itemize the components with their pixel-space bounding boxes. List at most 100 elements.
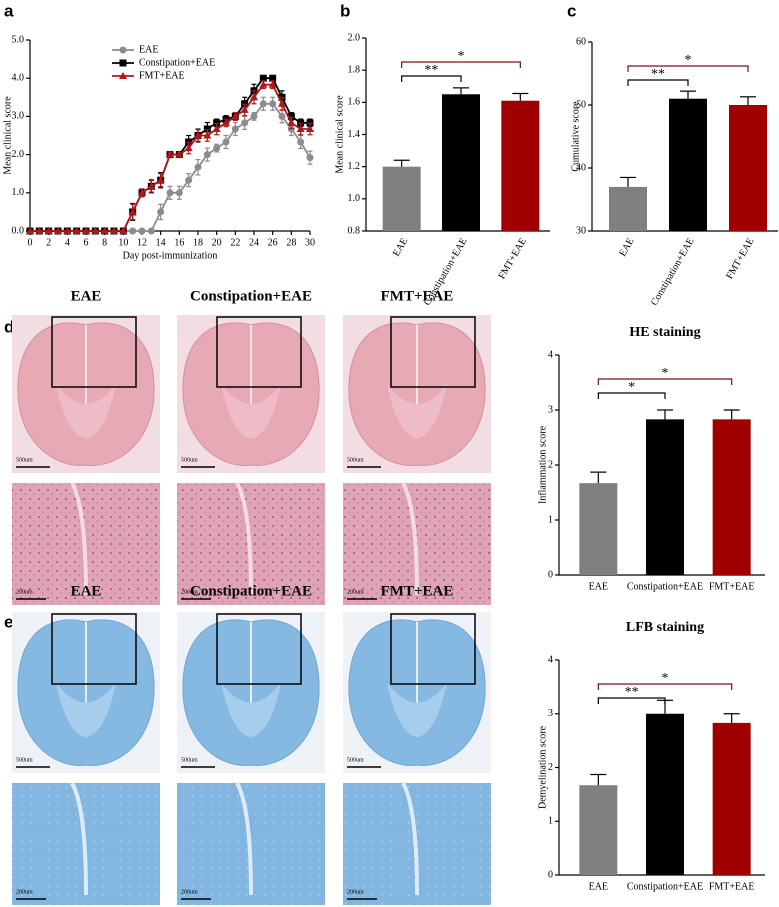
legend-label: EAE (139, 44, 158, 55)
y-tick-label: 0.8 (348, 225, 361, 236)
point (250, 112, 258, 120)
y-axis-label: Mean clinical score (2, 96, 13, 175)
error-bar (740, 96, 756, 105)
y-tick-label: 1.8 (348, 64, 361, 75)
column-header: Constipation+EAE (190, 288, 312, 304)
error-bar (453, 87, 469, 95)
y-tick-label: 1 (548, 816, 553, 827)
point (166, 189, 174, 197)
y-tick-label: 1.0 (12, 187, 25, 198)
bar (669, 98, 707, 231)
scale-label: 500um (347, 757, 364, 763)
point (175, 189, 183, 197)
point (250, 93, 258, 101)
bar (501, 100, 540, 231)
point (157, 208, 165, 216)
error-bar (620, 176, 636, 187)
chart-title: HE staining (629, 325, 700, 340)
point (26, 227, 34, 234)
y-tick-label: 1.0 (348, 193, 361, 204)
chart-title: LFB staining (626, 620, 704, 635)
point (185, 176, 193, 184)
grey-matter (221, 682, 281, 738)
x-tick-label: 16 (174, 237, 184, 248)
bar (729, 105, 767, 231)
x-tick-label: 10 (118, 237, 128, 248)
panel-letter: a (4, 1, 14, 20)
x-tick-label: 12 (137, 237, 147, 248)
x-tick-label: EAE (391, 236, 410, 258)
point (213, 144, 221, 152)
x-tick-label: 22 (230, 237, 240, 248)
point (269, 74, 277, 82)
point (222, 118, 230, 126)
point (147, 182, 156, 190)
x-tick-label: FMT+EAE (709, 581, 755, 592)
scale-label: 500um (181, 757, 198, 763)
point (278, 99, 286, 107)
x-tick-label: 14 (156, 237, 166, 248)
point (184, 144, 193, 152)
point (156, 176, 165, 184)
y-axis-label: Cumulative score (570, 101, 581, 172)
significance-label: * (662, 671, 669, 686)
x-axis-label: Day post-immunization (123, 250, 218, 261)
column-header: EAE (71, 288, 102, 304)
bar (712, 722, 751, 875)
y-tick-label: 0 (548, 569, 553, 580)
column-header: FMT+EAE (381, 288, 454, 304)
y-tick-label: 0.0 (12, 225, 25, 236)
y-tick-label: 4 (548, 349, 553, 360)
zoom-box (390, 316, 476, 388)
y-tick-label: 2 (548, 459, 553, 470)
point (119, 227, 128, 234)
point (110, 227, 118, 234)
significance-label: ** (625, 685, 639, 700)
scale-label: 200um (347, 889, 364, 895)
error-bar (723, 713, 740, 723)
axes (29, 40, 310, 232)
point (166, 150, 174, 158)
point (91, 227, 100, 234)
x-tick-label: FMT+EAE (724, 236, 756, 281)
scale-label: 200um (16, 589, 33, 595)
significance-label: * (685, 53, 692, 68)
fissure-zoom (401, 482, 419, 596)
zoom-box (51, 613, 137, 685)
x-tick-label: 24 (249, 237, 259, 248)
scale-label: 500um (16, 457, 33, 463)
error-bar (393, 159, 410, 167)
legend-symbol (119, 72, 127, 79)
point (129, 227, 137, 235)
x-tick-label: 18 (193, 237, 203, 248)
grey-matter (56, 682, 116, 738)
zoom-box (216, 613, 302, 685)
y-tick-label: 1.6 (348, 97, 361, 108)
scale-label: 200um (181, 889, 198, 895)
zoom-box (390, 613, 476, 685)
y-tick-label: 2.0 (12, 149, 25, 160)
y-tick-label: 0 (548, 869, 553, 880)
x-tick-label: Constipation+EAE (627, 581, 703, 592)
point (175, 150, 184, 158)
bar (579, 785, 618, 875)
point (100, 227, 109, 234)
legend-label: FMT+EAE (139, 70, 185, 81)
legend-label: Constipation+EAE (139, 57, 215, 68)
point (269, 100, 277, 108)
point (147, 227, 155, 235)
y-tick-label: 3.0 (12, 111, 25, 122)
fissure-zoom (70, 782, 88, 896)
point (203, 125, 211, 133)
bar (609, 186, 647, 231)
point (128, 207, 137, 215)
column-header: EAE (71, 583, 102, 599)
y-tick-label: 60 (576, 36, 586, 47)
y-tick-label: 50 (576, 99, 586, 110)
point (306, 154, 314, 162)
y-tick-label: 40 (576, 162, 586, 173)
error-bar (512, 92, 529, 101)
y-tick-label: 2.0 (348, 32, 361, 43)
